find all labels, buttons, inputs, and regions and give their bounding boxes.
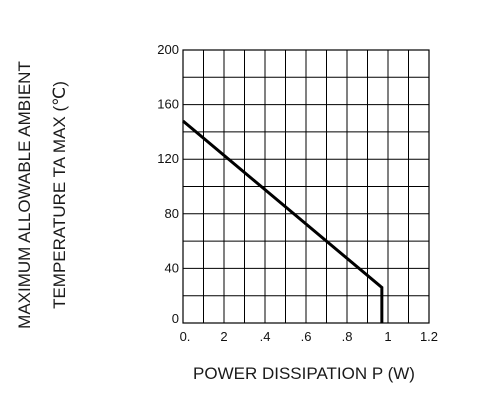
grid: [183, 50, 429, 323]
x-tick-label: .6: [301, 329, 312, 344]
y-tick-labels: 0 40 80 120 160 200: [157, 42, 179, 326]
series-group: [182, 119, 384, 323]
x-tick-label: 1: [384, 329, 391, 344]
series-line-1: [182, 119, 384, 323]
y-axis-title: MAXIMUM ALLOWABLE AMBIENT TEMPERATURE TA…: [15, 61, 69, 329]
y-axis-title-line-1: MAXIMUM ALLOWABLE AMBIENT: [15, 61, 34, 329]
plot-frame: [182, 49, 430, 324]
y-tick-label: 80: [165, 206, 179, 221]
y-tick-label: 40: [165, 260, 179, 275]
x-tick-label: .4: [260, 329, 271, 344]
x-tick-label: 1.2: [420, 329, 438, 344]
x-tick-labels: 0. 2 .4 .6 .8 1 1.2: [180, 329, 438, 344]
y-axis-title-line-2: TEMPERATURE TA MAX (℃): [50, 81, 69, 309]
x-axis-title: POWER DISSIPATION P (W): [193, 364, 415, 383]
x-tick-label: 2: [220, 329, 227, 344]
y-tick-label: 120: [157, 151, 179, 166]
x-tick-label: .8: [342, 329, 353, 344]
y-tick-label: 160: [157, 97, 179, 112]
y-tick-label: 0: [172, 311, 179, 326]
y-tick-label: 200: [157, 42, 179, 57]
x-tick-label: 0.: [180, 329, 191, 344]
